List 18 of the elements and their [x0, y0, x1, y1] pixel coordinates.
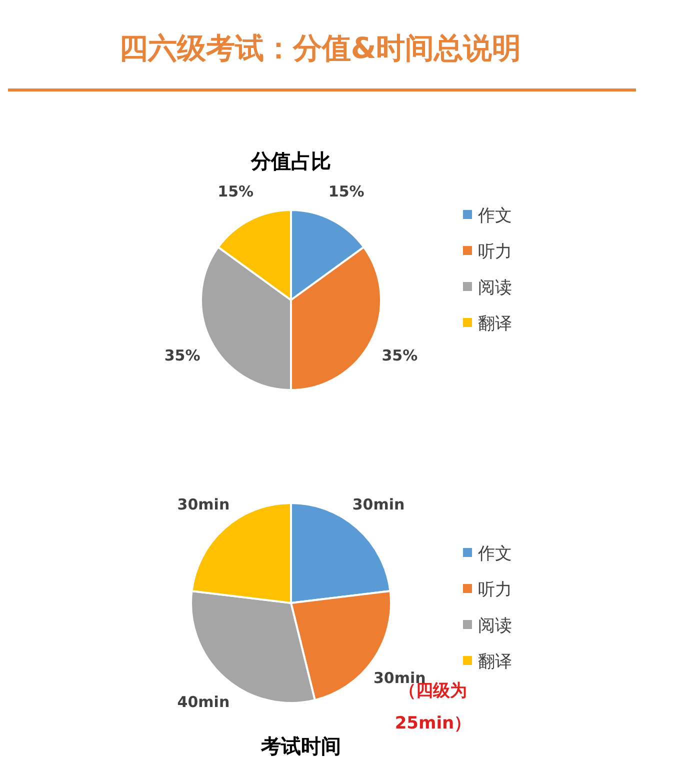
data-label: 35% [164, 346, 200, 365]
legend-label: 翻译 [478, 314, 512, 334]
data-label: 35% [382, 346, 418, 365]
legend-label: 作文 [477, 206, 512, 226]
legend-label: 听力 [478, 580, 512, 600]
text: 四六级考试：分值&时间总说明 [118, 31, 522, 65]
legend-label: 听力 [478, 242, 512, 262]
data-label: 30min [177, 495, 230, 514]
legend-label: 翻译 [478, 652, 512, 672]
data-label: 15% [328, 182, 364, 201]
legend-label: 阅读 [478, 616, 512, 636]
chart-title: 分值占比 [250, 149, 331, 173]
data-label: 15% [218, 182, 254, 201]
legend-label: 阅读 [478, 278, 512, 298]
legend-label: 作文 [477, 544, 512, 564]
data-label: 40min [177, 693, 230, 712]
text: 考试时间 [260, 734, 341, 758]
data-label: 30min [352, 495, 405, 514]
